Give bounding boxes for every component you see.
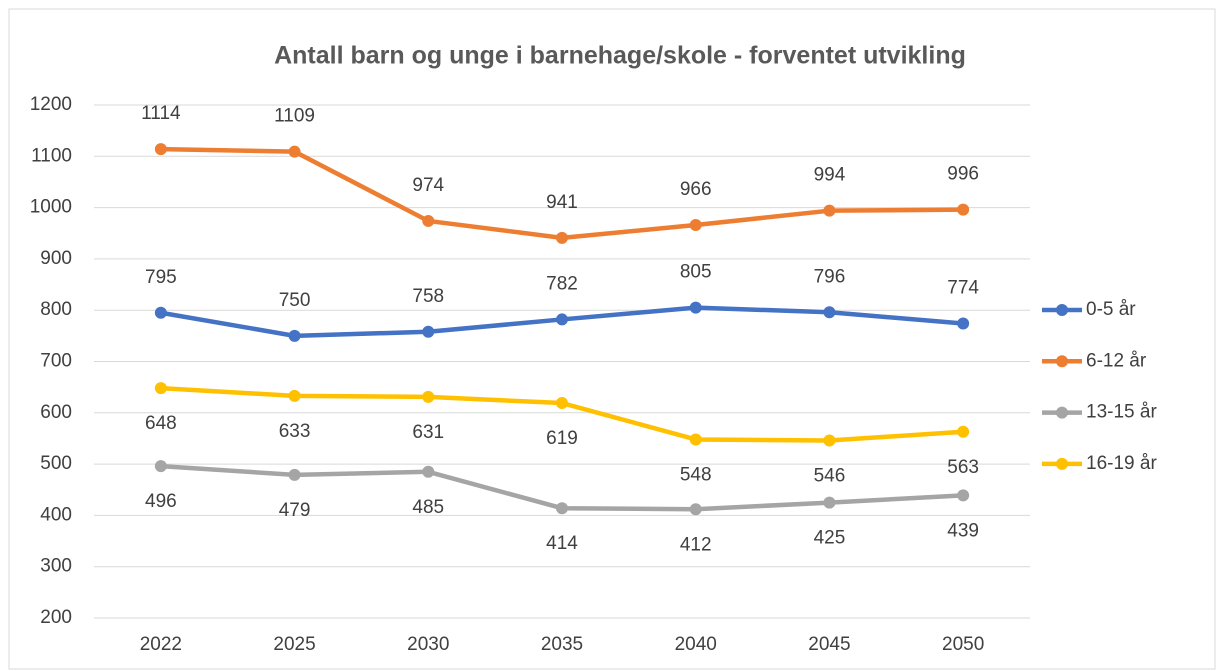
legend-marker bbox=[1056, 457, 1068, 470]
data-label: 782 bbox=[546, 273, 578, 294]
data-point bbox=[823, 434, 836, 447]
data-point bbox=[957, 203, 970, 216]
data-point bbox=[823, 204, 836, 217]
y-tick-label: 900 bbox=[40, 248, 72, 269]
data-label: 796 bbox=[814, 266, 846, 287]
data-point bbox=[556, 502, 568, 515]
y-tick-label: 500 bbox=[40, 453, 72, 474]
data-point bbox=[823, 496, 836, 509]
data-label: 496 bbox=[145, 491, 177, 512]
legend-label: 6-12 år bbox=[1086, 350, 1147, 371]
data-point bbox=[154, 460, 167, 473]
x-tick-label: 2050 bbox=[942, 634, 984, 655]
data-label: 425 bbox=[814, 528, 846, 549]
y-tick-label: 200 bbox=[40, 607, 72, 628]
data-point bbox=[689, 433, 702, 446]
x-tick-label: 2040 bbox=[675, 634, 717, 655]
data-label: 1114 bbox=[141, 103, 181, 124]
data-label: 439 bbox=[947, 520, 979, 541]
data-point bbox=[556, 397, 568, 410]
data-label: 1109 bbox=[274, 106, 315, 127]
data-label: 412 bbox=[680, 534, 712, 555]
data-point bbox=[957, 317, 970, 330]
data-label: 619 bbox=[546, 428, 578, 449]
data-label: 479 bbox=[279, 500, 311, 521]
data-point bbox=[422, 214, 435, 227]
data-point bbox=[288, 329, 301, 342]
data-label: 774 bbox=[947, 278, 979, 299]
y-tick-label: 1200 bbox=[30, 94, 72, 115]
x-tick-label: 2022 bbox=[140, 634, 182, 655]
data-point bbox=[154, 382, 167, 395]
y-tick-label: 800 bbox=[40, 299, 72, 320]
legend-marker bbox=[1056, 355, 1068, 368]
x-tick-label: 2035 bbox=[541, 634, 583, 655]
legend-marker bbox=[1056, 406, 1068, 419]
data-point bbox=[288, 468, 301, 481]
data-point bbox=[422, 390, 435, 403]
data-label: 750 bbox=[279, 290, 311, 311]
chart-border bbox=[8, 8, 1216, 670]
data-point bbox=[689, 301, 702, 314]
data-point bbox=[556, 231, 568, 244]
y-tick-label: 400 bbox=[40, 504, 72, 525]
x-tick-label: 2025 bbox=[273, 634, 315, 655]
data-point bbox=[689, 503, 702, 516]
data-point bbox=[689, 219, 702, 232]
data-label: 548 bbox=[680, 464, 712, 485]
legend-label: 0-5 år bbox=[1086, 299, 1136, 320]
data-point bbox=[288, 389, 301, 402]
y-tick-label: 1000 bbox=[30, 197, 72, 218]
legend-marker bbox=[1056, 304, 1068, 316]
data-point bbox=[556, 313, 568, 326]
data-point bbox=[154, 306, 167, 319]
chart-title: Antall barn og unge i barnehage/skole - … bbox=[274, 42, 966, 70]
data-label: 648 bbox=[145, 413, 177, 434]
legend-label: 16-19 år bbox=[1086, 453, 1157, 474]
data-point bbox=[957, 425, 970, 438]
data-point bbox=[422, 325, 435, 338]
data-label: 805 bbox=[680, 262, 712, 283]
x-tick-label: 2030 bbox=[407, 634, 449, 655]
data-point bbox=[288, 145, 301, 158]
data-point bbox=[422, 465, 435, 478]
data-label: 563 bbox=[947, 457, 979, 478]
data-point bbox=[154, 143, 167, 156]
data-label: 941 bbox=[546, 192, 578, 213]
data-point bbox=[957, 489, 970, 502]
data-label: 795 bbox=[145, 267, 177, 288]
data-label: 631 bbox=[412, 422, 444, 443]
data-point bbox=[823, 306, 836, 319]
data-label: 996 bbox=[947, 164, 979, 185]
data-label: 758 bbox=[412, 286, 444, 307]
y-tick-label: 600 bbox=[40, 402, 72, 423]
y-tick-label: 700 bbox=[40, 351, 72, 372]
data-label: 546 bbox=[814, 466, 846, 487]
data-label: 633 bbox=[279, 421, 311, 442]
data-label: 414 bbox=[546, 533, 578, 554]
data-label: 974 bbox=[412, 175, 444, 196]
legend-label: 13-15 år bbox=[1086, 402, 1157, 423]
x-tick-label: 2045 bbox=[808, 634, 850, 655]
data-label: 994 bbox=[814, 165, 846, 186]
y-tick-label: 1100 bbox=[31, 145, 72, 166]
data-label: 485 bbox=[412, 497, 444, 518]
data-label: 966 bbox=[680, 179, 712, 200]
y-tick-label: 300 bbox=[40, 556, 72, 577]
